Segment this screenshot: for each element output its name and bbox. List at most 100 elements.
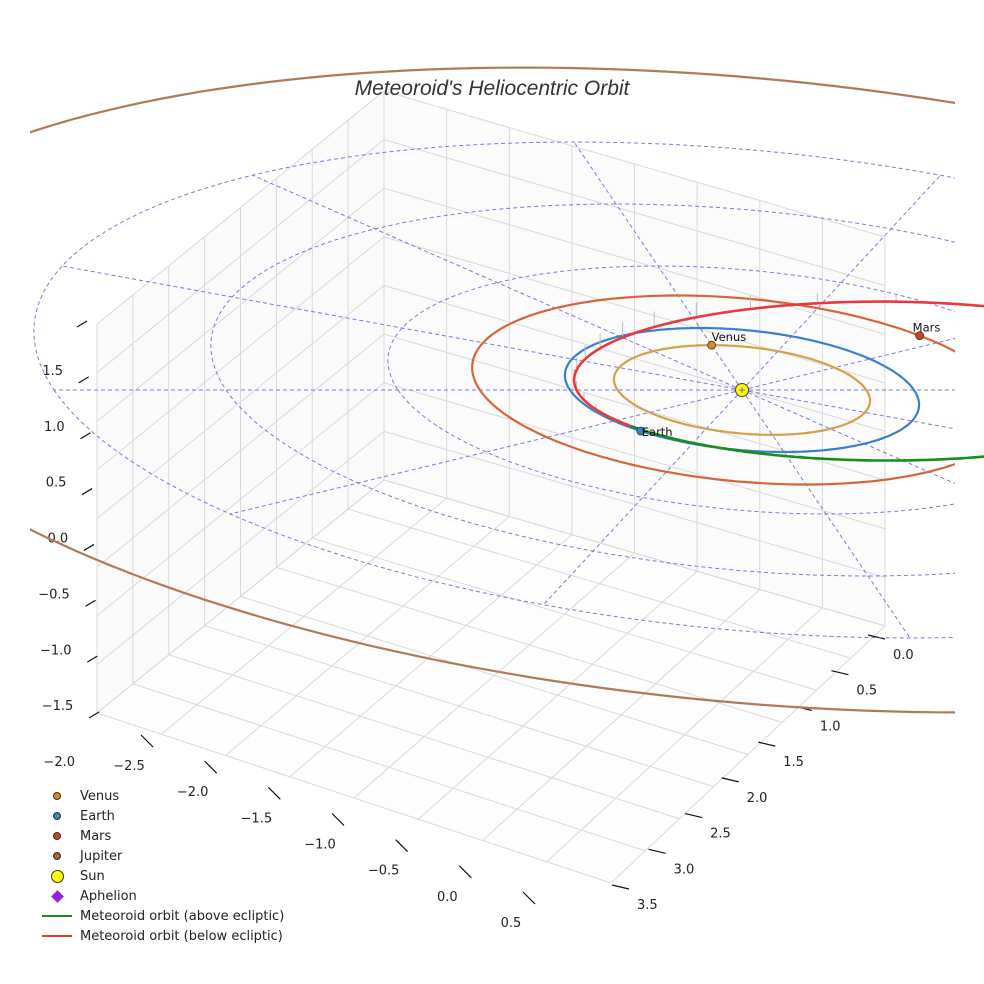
meteoroid-orbit-below [572, 300, 984, 428]
grid-lines [96, 90, 886, 884]
legend-item: Sun [40, 866, 284, 886]
earth-label: Earth [642, 425, 673, 439]
chart-title: Meteoroid's Heliocentric Orbit [355, 77, 631, 100]
legend-item: Meteoroid orbit (above ecliptic) [40, 906, 284, 926]
y-tick-mark [867, 634, 886, 640]
reference-circle [33, 141, 955, 639]
y-tick-label: 2.0 [747, 791, 768, 806]
x-tick-mark [267, 786, 281, 800]
legend: Venus Earth Mars Jupiter Sun Aphelion Meteoroi… [40, 786, 284, 946]
legend-label: Earth [80, 808, 115, 824]
y-tick-mark [611, 884, 630, 890]
axis-panes [97, 91, 885, 883]
legend-swatch [40, 826, 74, 846]
x-tick-label: −0.5 [368, 864, 400, 879]
z-tick-mark [85, 599, 96, 607]
z-tick-mark [83, 543, 95, 551]
legend-item: Earth [40, 806, 284, 826]
floor-grid-line [312, 537, 817, 691]
left-wall-grid-line [96, 187, 385, 422]
x-tick-label: −2.5 [113, 759, 145, 774]
reference-spoke [62, 265, 743, 391]
reference-spoke [741, 389, 911, 639]
mars-label: Mars [913, 321, 941, 335]
x-tick-label: −1.5 [241, 811, 273, 826]
y-tick-mark [721, 777, 739, 783]
z-tick-label: −0.5 [38, 587, 70, 602]
legend-swatch [40, 906, 74, 926]
z-tick-mark [81, 488, 93, 496]
orbit-jupiter [30, 66, 955, 714]
back-wall-grid-line [383, 139, 886, 287]
z-tick-label: −1.5 [42, 699, 74, 714]
legend-marker [42, 915, 72, 917]
back-wall-grid-line [383, 236, 886, 384]
bodies: Mars Venus Earth [636, 321, 941, 439]
floor-grid-line [276, 566, 783, 723]
left-wall-grid-line [96, 139, 385, 374]
legend-marker [53, 792, 61, 800]
legend-marker [50, 869, 64, 883]
y-tick-label: 1.5 [783, 755, 804, 770]
legend-swatch [40, 786, 74, 806]
y-tick-label: 0.0 [893, 648, 914, 663]
legend-item: Jupiter [40, 846, 284, 866]
meteoroid-orbit-above [630, 424, 984, 462]
floor-grid-line [610, 625, 886, 884]
left-wall-grid-line [96, 90, 385, 325]
x-tick-mark [331, 813, 345, 826]
legend-swatch [40, 806, 74, 826]
z-tick-label: −1.0 [40, 643, 72, 658]
reference-spoke [741, 337, 955, 391]
floor-grid-line [240, 596, 749, 755]
meteoroid-orbit [572, 300, 984, 462]
z-tick-mark [76, 320, 88, 328]
legend-item: Mars [40, 826, 284, 846]
legend-swatch [40, 866, 74, 886]
reference-spoke [230, 389, 743, 515]
orbit-mars [471, 294, 955, 486]
reference-spoke [741, 389, 955, 430]
venus-marker [707, 340, 717, 350]
orbit-venus [612, 344, 872, 436]
z-tick-label: −2.0 [43, 755, 75, 770]
legend-marker [53, 852, 61, 860]
y-tick-label: 0.5 [856, 684, 877, 699]
y-tick-label: 3.0 [674, 862, 695, 877]
legend-marker [42, 935, 72, 937]
legend-label: Aphelion [80, 888, 137, 904]
tick-marks: −2.5 −2.0 −1.5 −1.0 −0.5 0.0 0.5 0.0 0.5 1.0 1.5 2.… [38, 320, 914, 931]
y-tick-mark [648, 848, 666, 854]
floor-grid-line [417, 570, 698, 820]
legend-label: Sun [80, 868, 105, 884]
left-wall-grid-line [96, 285, 385, 519]
z-tick-label: 1.5 [42, 364, 63, 379]
legend-item: Meteoroid orbit (below ecliptic) [40, 926, 284, 946]
venus-label: Venus [712, 330, 747, 344]
legend-label: Mars [80, 828, 112, 844]
x-tick-label: 0.5 [501, 916, 522, 931]
legend-label: Jupiter [80, 848, 123, 864]
y-tick-mark [758, 741, 776, 747]
z-tick-mark [78, 376, 90, 384]
x-tick-mark [140, 734, 154, 748]
y-tick-mark [685, 812, 703, 819]
z-tick-mark [88, 711, 100, 719]
x-tick-mark [204, 760, 218, 774]
z-tick-mark [86, 655, 98, 663]
legend-marker [50, 889, 64, 903]
legend-swatch [40, 926, 74, 946]
legend-marker [53, 812, 61, 820]
y-tick-label: 3.5 [637, 898, 658, 913]
legend-swatch [40, 886, 74, 906]
floor-grid-line [482, 589, 761, 841]
x-tick-label: −2.0 [177, 785, 209, 800]
legend-label: Meteoroid orbit (above ecliptic) [80, 908, 285, 924]
earth-marker [636, 426, 646, 436]
x-tick-mark [395, 839, 409, 853]
reference-spoke [252, 174, 743, 391]
z-tick-label: 0.0 [47, 532, 68, 547]
legend-marker [53, 832, 61, 840]
y-tick-mark [831, 670, 849, 676]
y-tick-label: 1.0 [820, 719, 841, 734]
